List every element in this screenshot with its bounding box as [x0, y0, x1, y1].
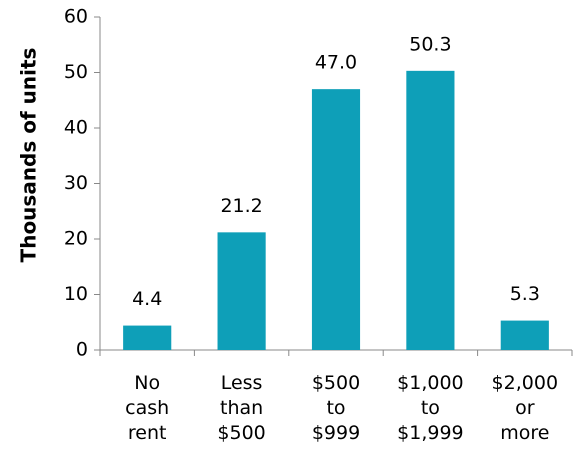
- x-tick-label: Less than $500: [217, 372, 265, 444]
- value-label: 21.2: [220, 195, 262, 217]
- bar: [500, 320, 549, 350]
- value-label: 50.3: [409, 33, 451, 55]
- bar: [311, 89, 361, 351]
- bar: [217, 232, 266, 350]
- y-tick-label: 20: [64, 228, 88, 250]
- y-tick-label: 50: [64, 61, 88, 83]
- x-tick-label: $2,000 or more: [492, 372, 558, 444]
- x-tick-label: $1,000 to $1,999: [397, 372, 463, 444]
- value-label: 5.3: [510, 283, 540, 305]
- y-tick-label: 30: [64, 172, 88, 194]
- y-tick-label: 0: [76, 339, 88, 361]
- value-label: 47.0: [315, 52, 357, 74]
- x-tick-label: $500 to $999: [312, 372, 360, 444]
- y-tick-label: 40: [64, 117, 88, 139]
- value-label: 4.4: [132, 288, 162, 310]
- x-tick-label: No cash rent: [125, 372, 169, 444]
- bar: [406, 70, 455, 351]
- y-axis-label: Thousands of units: [17, 48, 41, 263]
- y-tick-label: 10: [64, 283, 88, 305]
- bar: [123, 325, 172, 350]
- y-tick-label: 60: [64, 6, 88, 28]
